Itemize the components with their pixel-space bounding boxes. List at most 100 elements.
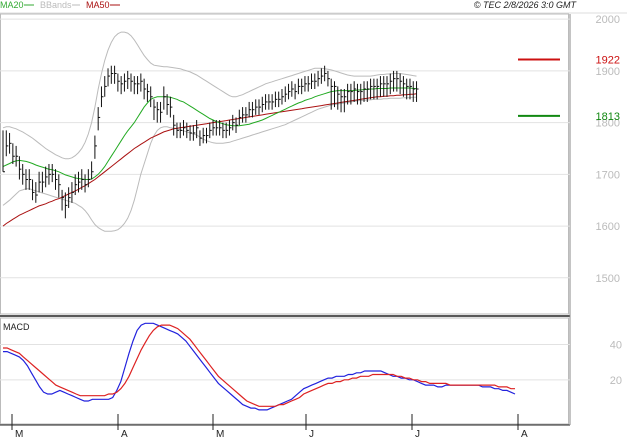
- ohlc-bar: [179, 122, 183, 139]
- macd-tick-label: 40: [610, 340, 622, 352]
- ohlc-bar: [140, 73, 143, 92]
- ohlc-bar: [94, 135, 97, 159]
- price-tick-label: 1900: [596, 66, 620, 78]
- price-tick-label: 1700: [596, 169, 620, 181]
- ohlc-bar: [274, 91, 278, 108]
- ohlc-bar: [238, 109, 242, 126]
- ohlc-bar: [110, 65, 114, 84]
- ohlc-bar: [222, 122, 225, 139]
- legend: MA20 BBands MA50: [0, 0, 120, 10]
- price-bars: [2, 65, 419, 219]
- ohlc-bar: [28, 169, 32, 190]
- ohlc-bar: [114, 65, 117, 84]
- ohlc-bar: [61, 189, 65, 211]
- ohlc-bar: [104, 76, 107, 97]
- price-grid: [0, 18, 570, 279]
- ohlc-bar: [416, 81, 419, 102]
- macd-tick-label: 20: [610, 375, 622, 387]
- month-label: A: [121, 429, 128, 440]
- ohlc-bar: [409, 78, 412, 100]
- ohlc-bar: [137, 76, 140, 95]
- ohlc-bar: [130, 73, 133, 92]
- ohlc-bar: [379, 76, 383, 97]
- price-y-axis: 2000 1900 1800 1700 1600 1500: [596, 14, 620, 285]
- ohlc-bar: [146, 83, 150, 102]
- ohlc-bar: [58, 174, 61, 198]
- ohlc-bar: [150, 86, 153, 108]
- ohlc-bar: [77, 171, 81, 193]
- ohlc-bar: [291, 81, 294, 97]
- ohlc-bar: [196, 120, 199, 139]
- ohlc-bar: [383, 76, 386, 97]
- ohlc-bar: [81, 169, 84, 190]
- ohlc-bar: [288, 83, 291, 100]
- macd-lines: [3, 322, 516, 411]
- month-label: M: [15, 429, 23, 440]
- ohlc-bar: [261, 96, 265, 113]
- ohlc-bar: [15, 145, 19, 167]
- legend-ma50-label: MA50: [86, 0, 110, 10]
- ohlc-bar: [202, 127, 206, 144]
- ohlc-bar: [166, 94, 170, 115]
- ohlc-bar: [107, 68, 111, 87]
- ohlc-bar: [9, 132, 12, 154]
- ohlc-bar: [87, 169, 91, 188]
- bb-upper-line: [2, 31, 417, 160]
- ohlc-bar: [376, 78, 380, 100]
- ohlc-bar: [41, 171, 45, 193]
- ohlc-bar: [2, 130, 5, 173]
- ohlc-bar: [51, 164, 55, 183]
- annotation-label: 1813: [596, 111, 620, 123]
- ohlc-bar: [265, 94, 268, 110]
- ohlc-bar: [215, 120, 219, 136]
- ohlc-bar: [163, 86, 166, 110]
- price-tick-label: 2000: [596, 14, 620, 26]
- ohlc-bar: [169, 96, 173, 118]
- ohlc-bar: [317, 70, 321, 87]
- ohlc-bar: [314, 73, 317, 89]
- ohlc-bar: [396, 70, 399, 92]
- macd-y-axis: 40 20: [610, 340, 622, 387]
- ohlc-bar: [412, 81, 416, 102]
- copyright-text: © TEC 2/8/2026 3:0 GMT: [474, 0, 578, 10]
- ohlc-bar: [393, 70, 396, 92]
- ohlc-bar: [327, 70, 330, 87]
- ohlc-bar: [304, 76, 307, 92]
- ohlc-bar: [307, 76, 311, 92]
- ohlc-bar: [12, 143, 15, 164]
- ohlc-bar: [281, 89, 284, 105]
- macd-line: [3, 322, 516, 411]
- price-panel-frame: [0, 13, 569, 315]
- ohlc-bar: [212, 120, 216, 136]
- ohlc-bar: [255, 99, 258, 115]
- macd-title: MACD: [3, 322, 30, 332]
- price-tick-label: 1500: [596, 273, 620, 285]
- ohlc-bar: [324, 65, 327, 82]
- ohlc-bar: [370, 78, 373, 100]
- ohlc-bar: [347, 83, 350, 105]
- ohlc-bar: [153, 99, 156, 121]
- price-tick-label: 1600: [596, 221, 620, 233]
- ohlc-bar: [343, 89, 347, 113]
- ohlc-bar: [248, 101, 252, 118]
- ohlc-bar: [251, 101, 255, 118]
- ohlc-bar: [192, 125, 196, 141]
- ohlc-bar: [337, 86, 340, 110]
- ohlc-bar: [340, 89, 344, 113]
- ohlc-bar: [186, 122, 189, 139]
- ohlc-bar: [219, 120, 222, 136]
- ohlc-bar: [278, 91, 281, 108]
- price-tick-label: 1800: [596, 118, 620, 130]
- ohlc-bar: [199, 130, 202, 146]
- ohlc-bar: [84, 174, 88, 193]
- annotation-label: 1922: [596, 55, 620, 67]
- legend-ma20-label: MA20: [0, 0, 24, 10]
- ohlc-bar: [117, 73, 120, 92]
- ohlc-bar: [399, 73, 403, 95]
- ohlc-bar: [55, 169, 58, 190]
- ohlc-bar: [406, 78, 409, 100]
- ohlc-bar: [123, 73, 127, 92]
- ohlc-bar: [91, 161, 94, 180]
